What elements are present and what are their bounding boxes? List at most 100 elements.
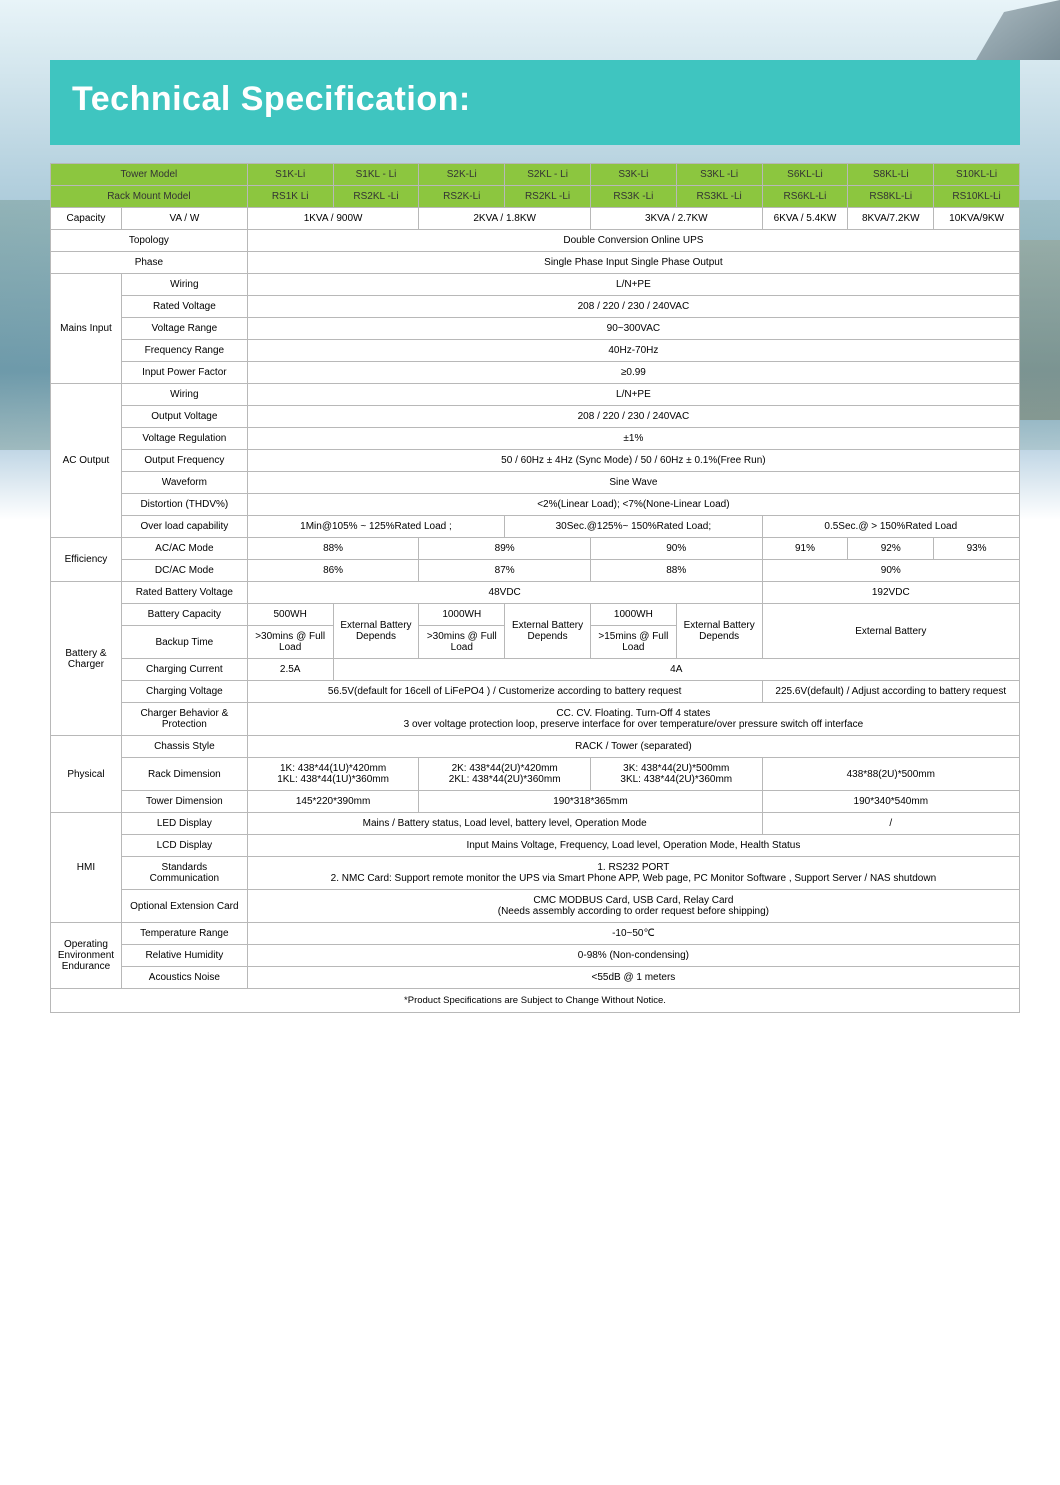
capacity-sub: VA / W: [121, 208, 247, 230]
table-row: Battery Capacity 500WH External Battery …: [51, 604, 1020, 626]
table-row: HMI LED Display Mains / Battery status, …: [51, 813, 1020, 835]
cell: 90~300VAC: [247, 318, 1019, 340]
table-row: Mains Input Wiring L/N+PE: [51, 274, 1020, 296]
cell: >15mins @ Full Load: [590, 626, 676, 659]
table-row: Rack Mount Model RS1K Li RS2KL -Li RS2K-…: [51, 186, 1020, 208]
cell: External Battery Depends: [676, 604, 762, 659]
table-row: WaveformSine Wave: [51, 472, 1020, 494]
cell: Tower Dimension: [121, 791, 247, 813]
table-row: Efficiency AC/AC Mode 88% 89% 90% 91% 92…: [51, 538, 1020, 560]
table-row: LCD Display Input Mains Voltage, Frequen…: [51, 835, 1020, 857]
model-col: RS2K-Li: [419, 186, 505, 208]
spec-table: Tower Model S1K-Li S1KL - Li S2K-Li S2KL…: [50, 163, 1020, 1013]
cell: Wiring: [121, 274, 247, 296]
table-row: Voltage Range90~300VAC: [51, 318, 1020, 340]
cell: 208 / 220 / 230 / 240VAC: [247, 296, 1019, 318]
cell: External Battery Depends: [333, 604, 419, 659]
hmi-label: HMI: [51, 813, 122, 923]
cell: Charger Behavior & Protection: [121, 703, 247, 736]
cell: 48VDC: [247, 582, 762, 604]
cell: Optional Extension Card: [121, 890, 247, 923]
cell: LED Display: [121, 813, 247, 835]
capacity-label: Capacity: [51, 208, 122, 230]
cell: 4A: [333, 659, 1019, 681]
table-row: Phase Single Phase Input Single Phase Ou…: [51, 252, 1020, 274]
cell: Battery Capacity: [121, 604, 247, 626]
tower-model-label: Tower Model: [51, 164, 248, 186]
cell: 40Hz-70Hz: [247, 340, 1019, 362]
table-row: AC Output WiringL/N+PE: [51, 384, 1020, 406]
table-row: Acoustics Noise<55dB @ 1 meters: [51, 967, 1020, 989]
table-row: Charging Voltage 56.5V(default for 16cel…: [51, 681, 1020, 703]
cell: Frequency Range: [121, 340, 247, 362]
cell: /: [762, 813, 1019, 835]
cell: 90%: [762, 560, 1019, 582]
cell: ±1%: [247, 428, 1019, 450]
cell: <55dB @ 1 meters: [247, 967, 1019, 989]
cell: 3KVA / 2.7KW: [590, 208, 762, 230]
cell: Temperature Range: [121, 923, 247, 945]
cell: Input Power Factor: [121, 362, 247, 384]
cell: 90%: [590, 538, 762, 560]
cell: Rated Battery Voltage: [121, 582, 247, 604]
cell: Mains / Battery status, Load level, batt…: [247, 813, 762, 835]
table-row: DC/AC Mode 86% 87% 88% 90%: [51, 560, 1020, 582]
cell: 88%: [590, 560, 762, 582]
cell: RACK / Tower (separated): [247, 736, 1019, 758]
model-col: RS2KL -Li: [333, 186, 419, 208]
cell: Voltage Range: [121, 318, 247, 340]
cell: 190*318*365mm: [419, 791, 762, 813]
page-title: Technical Specification:: [72, 80, 998, 119]
table-row: Rated Voltage208 / 220 / 230 / 240VAC: [51, 296, 1020, 318]
cell: 1K: 438*44(1U)*420mm 1KL: 438*44(1U)*360…: [247, 758, 419, 791]
cell: Rack Dimension: [121, 758, 247, 791]
cell: 0.5Sec.@ > 150%Rated Load: [762, 516, 1019, 538]
cell: 1. RS232 PORT 2. NMC Card: Support remot…: [247, 857, 1019, 890]
cell: ≥0.99: [247, 362, 1019, 384]
cell: 86%: [247, 560, 419, 582]
cell: 2KVA / 1.8KW: [419, 208, 591, 230]
table-row: Battery & Charger Rated Battery Voltage …: [51, 582, 1020, 604]
cell: 225.6V(default) / Adjust according to ba…: [762, 681, 1019, 703]
cell: 2.5A: [247, 659, 333, 681]
cell: 190*340*540mm: [762, 791, 1019, 813]
table-row: Voltage Regulation±1%: [51, 428, 1020, 450]
cell: Relative Humidity: [121, 945, 247, 967]
cell: Voltage Regulation: [121, 428, 247, 450]
cell: Output Frequency: [121, 450, 247, 472]
cell: Backup Time: [121, 626, 247, 659]
cell: CC. CV. Floating. Turn-Off 4 states 3 ov…: [247, 703, 1019, 736]
cell: Rated Voltage: [121, 296, 247, 318]
cell: Distortion (THDV%): [121, 494, 247, 516]
cell: 1KVA / 900W: [247, 208, 419, 230]
table-row: Frequency Range40Hz-70Hz: [51, 340, 1020, 362]
cell: Output Voltage: [121, 406, 247, 428]
table-row: Standards Communication 1. RS232 PORT 2.…: [51, 857, 1020, 890]
cell: 145*220*390mm: [247, 791, 419, 813]
phase-label: Phase: [51, 252, 248, 274]
cell: 92%: [848, 538, 934, 560]
cell: 56.5V(default for 16cell of LiFePO4 ) / …: [247, 681, 762, 703]
env-label: Operating Environment Endurance: [51, 923, 122, 989]
model-col: RS3K -Li: [590, 186, 676, 208]
model-col: S1K-Li: [247, 164, 333, 186]
table-row: Output Frequency50 / 60Hz ± 4Hz (Sync Mo…: [51, 450, 1020, 472]
cell: 50 / 60Hz ± 4Hz (Sync Mode) / 50 / 60Hz …: [247, 450, 1019, 472]
rack-model-label: Rack Mount Model: [51, 186, 248, 208]
model-col: RS8KL-Li: [848, 186, 934, 208]
cell: -10~50℃: [247, 923, 1019, 945]
cell: Wiring: [121, 384, 247, 406]
model-col: S1KL - Li: [333, 164, 419, 186]
cell: CMC MODBUS Card, USB Card, Relay Card (N…: [247, 890, 1019, 923]
footnote: *Product Specifications are Subject to C…: [51, 989, 1020, 1013]
cell: 10KVA/9KW: [934, 208, 1020, 230]
cell: 3K: 438*44(2U)*500mm 3KL: 438*44(2U)*360…: [590, 758, 762, 791]
cell: Acoustics Noise: [121, 967, 247, 989]
ac-output-label: AC Output: [51, 384, 122, 538]
cell: 438*88(2U)*500mm: [762, 758, 1019, 791]
cell: 30Sec.@125%~ 150%Rated Load;: [505, 516, 762, 538]
battery-label: Battery & Charger: [51, 582, 122, 736]
cell: External Battery Depends: [505, 604, 591, 659]
cell: <2%(Linear Load); <7%(None-Linear Load): [247, 494, 1019, 516]
cell: Charging Current: [121, 659, 247, 681]
